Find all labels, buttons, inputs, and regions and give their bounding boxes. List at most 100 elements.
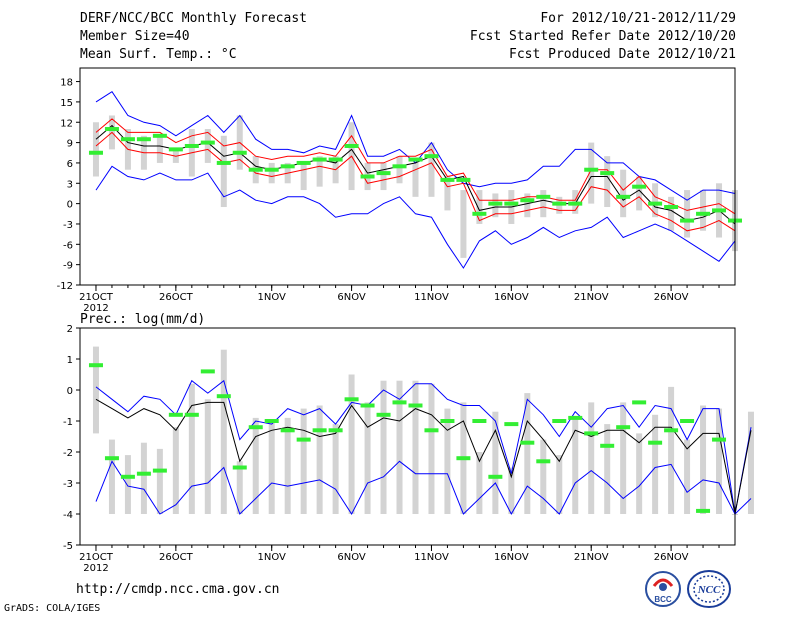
chart1-ytick-label: 6 — [67, 159, 73, 170]
chart1-spread-bar — [684, 190, 691, 238]
chart2-observed-mark — [248, 425, 263, 430]
chart2-xtick-label: 21OCT — [79, 552, 114, 563]
start-date: Fcst Started Refer Date 2012/10/20 — [469, 29, 736, 44]
chart2-xtick-label: 26NOV — [654, 552, 689, 563]
chart1-spread-bar — [540, 190, 547, 218]
chart2-spread-bar — [108, 439, 115, 514]
chart1-spread-bar — [700, 190, 707, 231]
chart1-ytick-label: 9 — [67, 139, 73, 150]
chart1-ytick-label: 18 — [60, 78, 73, 89]
chart2-observed-mark — [296, 437, 311, 442]
chart2-spread-bar — [508, 467, 515, 514]
chart2-observed-mark — [632, 400, 647, 405]
chart1-spread-bar — [460, 190, 467, 258]
chart2-observed-mark — [88, 363, 103, 368]
chart1-observed-mark — [424, 154, 439, 159]
chart1-observed-mark — [328, 157, 343, 162]
chart2-spread-bar — [412, 380, 419, 514]
chart2-observed-mark — [120, 474, 135, 479]
chart1-observed-mark — [312, 157, 327, 162]
chart2-spread-bar — [747, 411, 754, 514]
chart1-observed-mark — [120, 137, 135, 142]
chart2-observed-mark — [520, 440, 535, 445]
chart1-ytick-label: -12 — [57, 281, 73, 292]
chart1-observed-mark — [584, 167, 599, 172]
chart2-spread-bar — [204, 399, 211, 514]
chart2-line-mean — [95, 398, 752, 515]
chart2-spread-bar — [92, 346, 99, 434]
chart2-observed-mark — [680, 419, 695, 423]
chart2-observed-mark — [264, 419, 279, 423]
chart1-spread-bar — [588, 142, 595, 204]
chart2-observed-mark — [504, 422, 519, 427]
chart2-observed-mark — [472, 419, 487, 423]
chart2-observed-mark — [360, 403, 375, 408]
chart1-spread-bar — [92, 122, 99, 177]
chart2-spread-bar — [188, 383, 195, 514]
chart2-spread-bar — [124, 455, 131, 514]
chart1-observed-mark — [168, 147, 183, 152]
chart2-spread-bar — [300, 408, 307, 514]
chart2-observed-mark — [568, 415, 583, 420]
chart2-frame — [79, 327, 736, 546]
chart2-spread-bar — [268, 421, 275, 514]
chart2-ytick-label: 0 — [67, 386, 73, 397]
chart1-spread-bar — [380, 162, 387, 191]
chart2-spread-bar — [220, 349, 227, 514]
chart1-spread-bar — [620, 169, 627, 218]
chart2-xtick-label: 11NOV — [414, 552, 449, 563]
chart2-xtick-label: 1NOV — [258, 552, 287, 563]
chart1-xtick-label: 26OCT — [159, 292, 194, 303]
chart2-observed-mark — [184, 412, 199, 417]
chart2-observed-mark — [200, 369, 215, 374]
chart2-observed-mark — [616, 425, 631, 430]
chart2-observed-mark — [664, 428, 679, 433]
header-left: DERF/NCC/BCC Monthly Forecast Member Size… — [80, 10, 307, 64]
chart1-observed-mark — [216, 160, 231, 165]
chart1-observed-mark — [136, 137, 151, 142]
source-url[interactable]: http://cmdp.ncc.cma.gov.cn — [76, 582, 280, 597]
chart1-ytick-label: -3 — [63, 220, 73, 231]
chart2-spread-bar — [380, 380, 387, 514]
produced-date: Fcst Produced Date 2012/10/21 — [509, 47, 736, 62]
chart1-observed-mark — [184, 143, 199, 148]
chart2-observed-mark — [696, 508, 711, 513]
chart1-xtick-label: 21NOV — [574, 292, 609, 303]
chart2-observed-mark — [488, 474, 503, 479]
chart2-line-min — [95, 460, 752, 516]
chart2-line-max — [95, 379, 752, 515]
chart2-spread-bar — [476, 452, 483, 514]
chart2-ytick-label: -5 — [63, 541, 73, 552]
chart1-xtick-label: 21OCT — [79, 292, 114, 303]
chart2-observed-mark — [536, 459, 551, 464]
chart2-observed-mark — [376, 412, 391, 417]
chart1-spread-bar — [396, 156, 403, 184]
chart1-observed-mark — [376, 171, 391, 176]
chart1-observed-mark — [264, 167, 279, 172]
chart2-observed-mark — [552, 419, 567, 423]
chart1-ytick-label: -6 — [63, 240, 73, 251]
chart1-spread-bar — [604, 156, 611, 208]
chart2-observed-mark — [104, 456, 119, 461]
chart2-spread-bar — [284, 417, 291, 514]
chart1-frame — [79, 67, 736, 286]
chart1-observed-mark — [568, 201, 583, 206]
chart2-spread-bar — [396, 380, 403, 514]
chart2-observed-mark — [440, 419, 455, 423]
chart2-observed-mark — [168, 412, 183, 417]
chart2-spread-bar — [236, 461, 243, 514]
chart-title: DERF/NCC/BCC Monthly Forecast — [80, 11, 307, 26]
chart1-spread-bar — [524, 193, 531, 218]
chart2-spread-bar — [684, 439, 691, 514]
chart1-observed-mark — [232, 150, 247, 155]
chart2-spread-bar — [716, 408, 723, 514]
chart1-observed-mark — [392, 164, 407, 169]
chart1-xtick-label: 1NOV — [258, 292, 287, 303]
chart1-observed-mark — [472, 211, 487, 216]
chart2-observed-mark — [328, 428, 343, 433]
chart1-observed-mark — [88, 150, 103, 155]
chart2-spread-bar — [428, 383, 435, 514]
grads-credit: GrADS: COLA/IGES — [4, 603, 101, 614]
chart2-spread-bar — [492, 411, 499, 514]
chart1-observed-mark — [696, 211, 711, 216]
